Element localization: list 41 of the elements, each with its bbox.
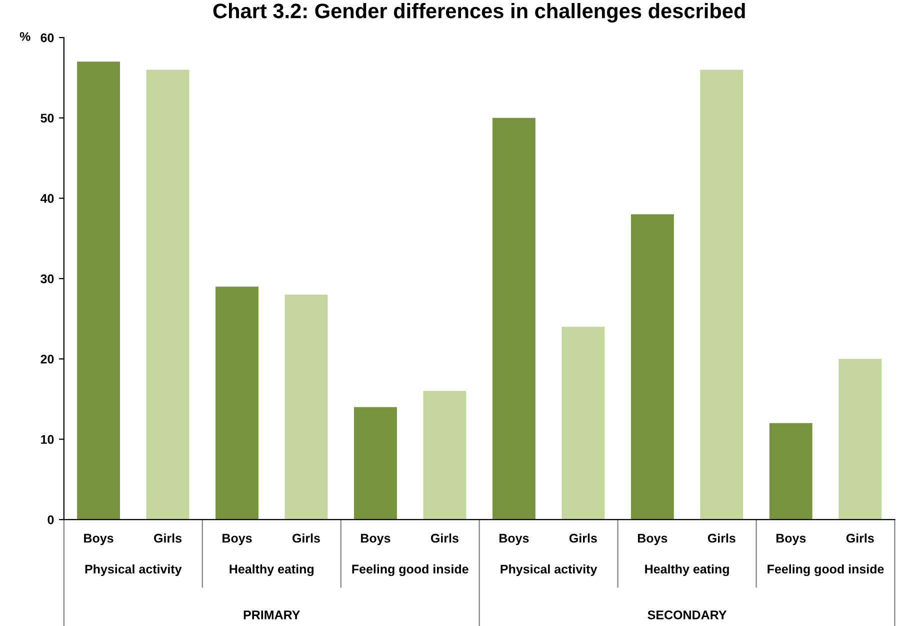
y-tick-label: 10 (41, 435, 54, 444)
text: SECONDARY (648, 610, 727, 620)
y-tick-label: 60 (40, 33, 54, 42)
y-axis-title: % (20, 32, 30, 41)
x-tick-label: Girls (154, 533, 182, 543)
bar (562, 326, 605, 520)
x-tick-label: Girls (292, 533, 320, 543)
y-tick-label: 0 (48, 515, 54, 524)
y-tick-label: 50 (40, 114, 54, 123)
x-tick-label: Boys (361, 534, 390, 546)
bar (216, 286, 258, 520)
text: Healthy eating (645, 564, 729, 576)
bar (146, 70, 190, 520)
bar (838, 358, 882, 520)
x-tick-label: Boys (499, 534, 529, 546)
bar (284, 294, 328, 520)
bar (77, 62, 120, 520)
x-tick-label: Boys (222, 534, 252, 546)
y-tick-label: 20 (40, 354, 54, 364)
text: Feeling good inside (768, 564, 884, 576)
bar (630, 214, 674, 520)
text: Healthy eating (230, 564, 314, 576)
text: Feeling good inside (352, 564, 468, 576)
x-tick-label: Boys (84, 534, 114, 546)
text: PRIMARY (244, 610, 300, 620)
x-tick-label: Boys (776, 534, 806, 546)
y-tick-label: 30 (40, 274, 54, 284)
x-tick-label: Boys (638, 534, 668, 546)
text: Physical activity (500, 564, 598, 576)
y-tick-label: 40 (40, 194, 54, 203)
bar (423, 391, 466, 520)
x-tick-label: Girls (569, 533, 597, 543)
x-tick-label: Girls (708, 533, 736, 543)
bar (354, 407, 397, 520)
x-tick-label: Girls (430, 533, 458, 543)
bar (492, 118, 536, 520)
x-tick-label: Girls (846, 533, 874, 543)
text: Physical activity (85, 564, 182, 576)
bar (769, 423, 812, 520)
bar (700, 70, 744, 520)
chart-title: Chart 3.2: Gender differences in challenges described (213, 3, 745, 23)
